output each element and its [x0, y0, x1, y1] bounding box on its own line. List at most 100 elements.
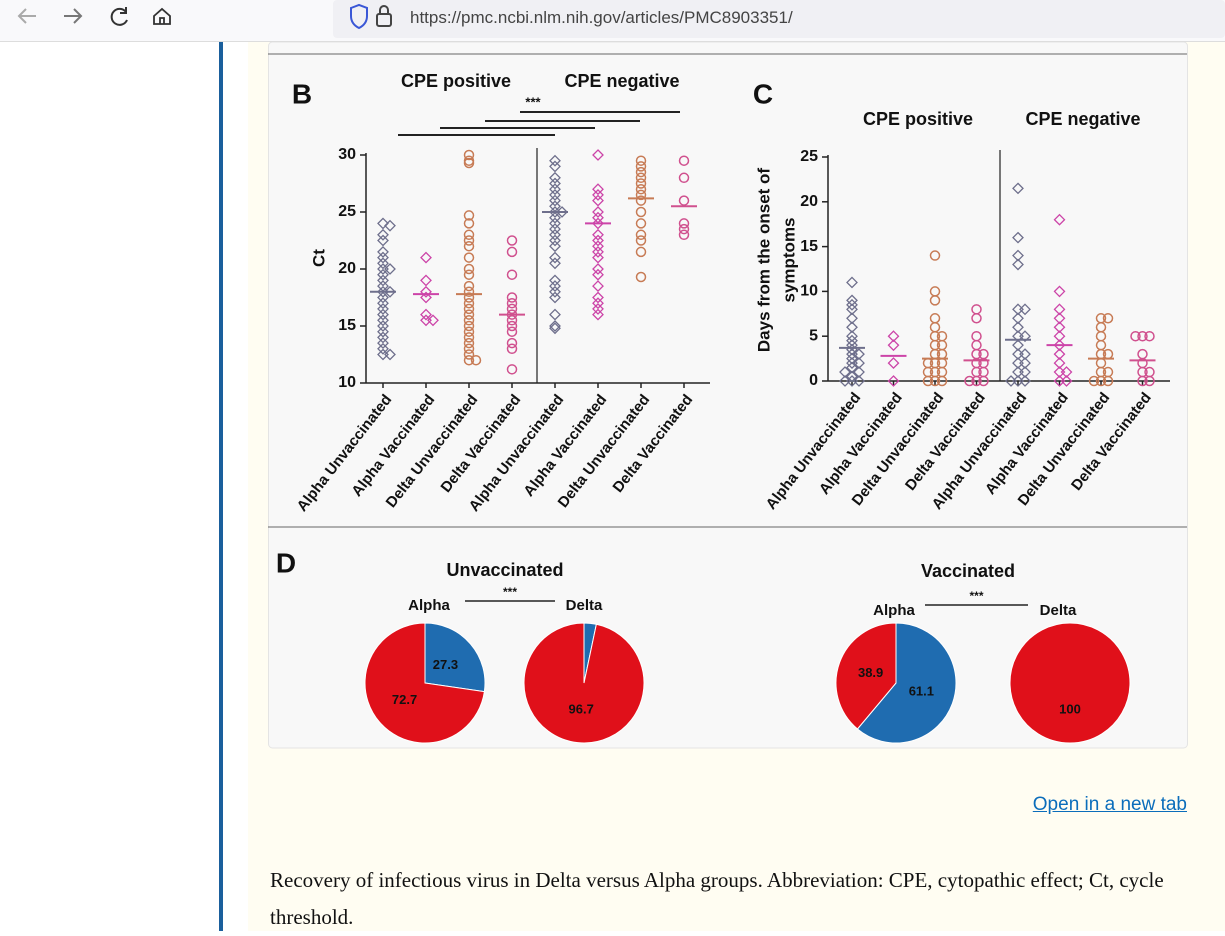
data-point	[549, 322, 561, 335]
pie-value-label: 96.7	[569, 701, 594, 716]
data-point	[1012, 249, 1024, 262]
data-point	[506, 320, 518, 332]
data-point	[678, 172, 690, 184]
data-point	[377, 297, 389, 310]
y-tick-label: 25	[338, 203, 356, 220]
reload-button[interactable]	[110, 7, 128, 26]
pie-value-label: 61.1	[909, 684, 934, 699]
data-point	[549, 308, 561, 321]
data-point	[377, 217, 389, 230]
data-point	[377, 331, 389, 344]
data-point	[1019, 303, 1031, 316]
data-point	[846, 339, 858, 352]
data-point	[1019, 357, 1031, 369]
data-point	[463, 337, 475, 349]
data-point	[846, 361, 858, 374]
data-point	[506, 246, 518, 258]
data-point	[1144, 330, 1155, 342]
home-button[interactable]	[153, 7, 171, 25]
data-point	[846, 276, 858, 289]
data-point	[853, 366, 865, 378]
data-point	[549, 234, 561, 247]
data-point	[549, 177, 561, 190]
significance: ***	[503, 585, 517, 599]
data-point	[377, 274, 389, 287]
data-point	[635, 246, 647, 258]
data-point	[506, 292, 518, 303]
data-point	[846, 334, 858, 347]
data-point	[592, 228, 604, 241]
data-point	[678, 218, 690, 229]
data-point	[549, 223, 561, 236]
data-point	[1019, 330, 1031, 343]
data-point	[463, 235, 475, 246]
data-point	[549, 240, 561, 253]
data-point	[592, 268, 604, 281]
data-point	[549, 228, 561, 241]
data-point	[1053, 321, 1066, 334]
pie-label: Delta	[566, 597, 603, 614]
sidebar-rule	[219, 42, 223, 931]
data-point	[929, 295, 941, 306]
data-point	[1012, 258, 1024, 271]
open-new-tab-link[interactable]: Open in a new tab	[1032, 794, 1187, 815]
data-point	[384, 285, 396, 298]
pie-value-label: 72.7	[392, 692, 417, 707]
data-point	[846, 321, 858, 334]
data-point	[1144, 375, 1155, 387]
data-point	[1012, 182, 1024, 195]
data-point	[853, 348, 865, 361]
data-point	[377, 228, 389, 241]
panel-letter: D	[276, 547, 296, 578]
data-point	[678, 229, 690, 241]
data-point	[549, 188, 561, 201]
data-point	[463, 315, 475, 326]
data-point	[1053, 303, 1066, 316]
data-point	[463, 297, 475, 309]
url-bar[interactable]	[333, 0, 1225, 38]
data-point	[463, 320, 475, 332]
data-point	[1053, 330, 1066, 343]
data-point	[463, 309, 475, 320]
data-point	[463, 292, 475, 303]
data-point	[463, 326, 475, 337]
significance: ***	[969, 589, 983, 603]
y-axis-label: Days from the onset of	[754, 168, 773, 353]
data-point	[839, 366, 851, 378]
data-point	[635, 229, 647, 241]
data-point	[384, 263, 396, 275]
pie-group-title: Vaccinated	[921, 561, 1015, 581]
data-point	[549, 320, 561, 332]
data-point	[635, 189, 647, 201]
data-point	[506, 315, 518, 326]
browser-toolbar: https://pmc.ncbi.nlm.nih.gov/articles/PM…	[0, 0, 1225, 42]
data-point	[1019, 366, 1031, 378]
back-button[interactable]	[17, 8, 36, 24]
data-point	[635, 218, 647, 229]
y-axis-label: symptoms	[779, 217, 798, 302]
data-point	[549, 285, 561, 298]
data-point	[549, 154, 561, 167]
data-point	[929, 250, 941, 261]
data-point	[592, 291, 604, 304]
data-point	[853, 357, 865, 369]
data-point	[463, 269, 475, 280]
data-point	[1053, 348, 1066, 361]
pie-slice	[424, 622, 486, 693]
pie-value-label: 27.3	[433, 657, 458, 672]
data-point	[1005, 375, 1017, 387]
data-point	[549, 183, 561, 196]
y-tick-label: 0	[809, 372, 818, 389]
data-point	[1102, 313, 1114, 324]
data-point	[1095, 375, 1107, 387]
data-point	[839, 375, 851, 387]
data-point	[377, 257, 389, 270]
forward-button[interactable]	[64, 8, 83, 24]
data-point	[592, 183, 604, 196]
data-point	[971, 375, 982, 387]
data-point	[936, 375, 948, 387]
data-point	[549, 274, 561, 287]
data-point	[635, 172, 647, 184]
data-point	[592, 206, 604, 218]
y-tick-label: 25	[800, 148, 818, 165]
